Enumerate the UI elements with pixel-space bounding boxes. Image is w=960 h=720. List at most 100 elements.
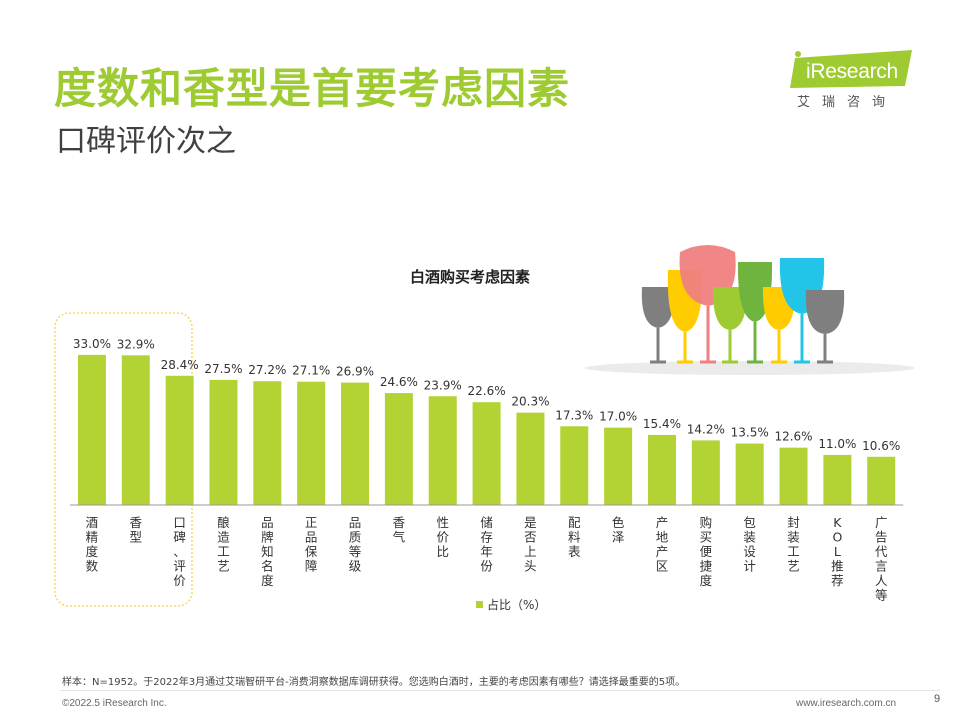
bar-9 (472, 402, 501, 505)
category-label-3-char-2: 工 (217, 544, 230, 559)
footer-divider (60, 690, 940, 691)
category-label-9-char-1: 存 (480, 530, 493, 545)
bar-5 (297, 381, 326, 505)
category-label-17-char-4: 荐 (831, 573, 844, 588)
category-label-15-char-1: 装 (743, 530, 756, 545)
value-label-11: 17.3% (555, 408, 593, 422)
category-label-5-char-0: 正 (305, 515, 318, 530)
category-label-14-char-2: 便 (700, 544, 713, 559)
category-label-7-char-0: 香 (393, 515, 406, 530)
category-label-18-char-1: 告 (875, 530, 888, 545)
page-title: 度数和香型是首要考虑因素 (54, 64, 571, 113)
highlight-box (54, 312, 193, 607)
category-label-16-char-0: 封 (787, 515, 800, 530)
value-label-17: 11.0% (818, 437, 856, 451)
category-label-7-char-1: 气 (393, 530, 406, 545)
category-label-11-char-2: 表 (568, 544, 581, 559)
category-label-13-char-1: 地 (656, 530, 669, 545)
bar-6 (341, 382, 370, 505)
copyright: ©2022.5 iResearch Inc. (62, 698, 167, 709)
value-label-12: 17.0% (599, 410, 637, 424)
category-label-10-char-2: 上 (524, 544, 537, 559)
bar-chart: 33.0% 32.9% 28.4% 27.5% 27.2% 27.1% 26.9% 24.6%… (54, 312, 904, 607)
category-label-17-char-2: L (834, 544, 841, 559)
category-label-4-char-3: 名 (261, 559, 274, 574)
bar-2 (165, 375, 194, 505)
bar-18 (867, 456, 896, 505)
category-label-2-char-2: 、 (173, 544, 186, 559)
category-label-0-char-3: 数 (86, 559, 99, 574)
category-label-8-char-2: 比 (436, 544, 449, 559)
logo-text: iResearch (806, 60, 898, 83)
bar-3 (209, 379, 238, 505)
category-label-9-char-0: 储 (480, 515, 493, 530)
category-label-16-char-3: 艺 (787, 559, 800, 574)
bar-11 (560, 426, 589, 505)
legend-swatch (476, 601, 483, 608)
category-label-2-char-1: 碑 (173, 530, 186, 545)
category-label-5-char-2: 保 (305, 544, 318, 559)
category-label-5-char-3: 障 (305, 559, 318, 574)
category-label-16-char-1: 装 (787, 530, 800, 545)
category-label-10-char-3: 头 (524, 559, 537, 574)
category-label-12-char-1: 泽 (612, 530, 625, 545)
category-label-6-char-2: 等 (349, 544, 362, 559)
category-label-15-char-0: 包 (743, 515, 756, 530)
category-label-11-char-1: 料 (568, 530, 581, 545)
category-label-14-char-4: 度 (700, 573, 713, 588)
category-label-10-char-0: 是 (524, 515, 537, 530)
value-label-14: 14.2% (687, 422, 725, 436)
value-label-7: 24.6% (380, 375, 418, 389)
category-label-1-char-1: 型 (130, 530, 143, 545)
category-label-18-char-0: 广 (875, 515, 888, 530)
value-label-3: 27.5% (204, 362, 242, 376)
value-label-0: 33.0% (73, 337, 111, 351)
category-label-4-char-4: 度 (261, 573, 274, 588)
source-note: 样本：N=1952。于2022年3月通过艾瑞智研平台-消费洞察数据库调研获得。您… (62, 677, 686, 688)
bar-14 (691, 440, 720, 505)
value-label-15: 13.5% (731, 426, 769, 440)
page-subtitle: 口碑评价次之 (56, 124, 236, 159)
category-label-14-char-1: 买 (700, 530, 713, 545)
value-label-6: 26.9% (336, 365, 374, 379)
category-label-8-char-0: 性 (436, 515, 449, 530)
category-label-0-char-0: 酒 (86, 515, 99, 530)
page-number: 9 (934, 693, 941, 705)
category-label-3-char-0: 酿 (217, 515, 230, 530)
category-label-2-char-0: 口 (173, 515, 186, 530)
category-label-18-char-3: 言 (875, 559, 888, 574)
bar-15 (735, 443, 764, 505)
category-label-0-char-2: 度 (86, 544, 99, 559)
bar-1 (121, 355, 150, 505)
bar-7 (384, 393, 413, 505)
bar-10 (516, 412, 545, 505)
category-label-2-char-3: 评 (173, 559, 186, 574)
value-label-5: 27.1% (292, 364, 330, 378)
value-label-1: 32.9% (117, 337, 155, 351)
category-label-13-char-3: 区 (656, 559, 669, 574)
category-label-11-char-0: 配 (568, 515, 581, 530)
chart-title: 白酒购买考虑因素 (410, 268, 531, 286)
category-label-6-char-0: 品 (349, 515, 362, 530)
category-label-12-char-0: 色 (612, 515, 625, 530)
category-label-15-char-3: 计 (743, 559, 756, 574)
category-label-1-char-0: 香 (130, 515, 143, 530)
category-label-18-char-2: 代 (875, 544, 888, 559)
bar-8 (428, 396, 457, 505)
category-label-2-char-4: 价 (173, 573, 186, 588)
value-label-8: 23.9% (424, 378, 462, 392)
value-label-13: 15.4% (643, 417, 681, 431)
website-link[interactable]: www.iresearch.com.cn (796, 698, 897, 709)
category-label-4-char-2: 知 (261, 544, 274, 559)
category-label-8-char-1: 价 (436, 530, 449, 545)
bar-13 (647, 434, 676, 505)
bar-17 (823, 454, 852, 505)
category-label-16-char-2: 工 (787, 544, 800, 559)
category-label-3-char-1: 造 (217, 530, 230, 545)
wine-glasses-illustration (585, 245, 915, 375)
category-label-6-char-1: 质 (349, 530, 362, 545)
category-label-17-char-1: O (832, 530, 842, 545)
chart-legend: 占比（%） (476, 596, 546, 613)
category-label-10-char-1: 否 (524, 530, 537, 545)
category-label-18-char-5: 等 (875, 588, 888, 603)
